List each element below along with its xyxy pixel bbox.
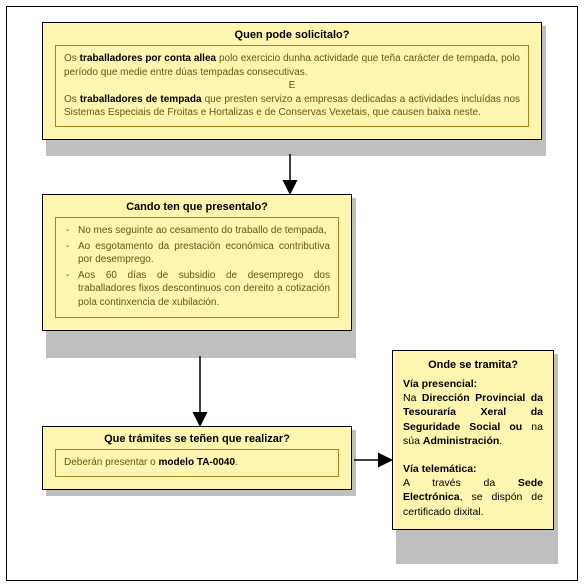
box-who-title: Quen pode solicitalo? (43, 23, 541, 45)
when-list: No mes seguinte ao cesamento do traballo… (64, 224, 330, 309)
list-item: No mes seguinte ao cesamento do traballo… (64, 224, 330, 238)
t: Administración (423, 435, 499, 447)
t: Os (64, 94, 80, 105)
t: Os (64, 53, 80, 64)
box-where-title: Onde se tramita? (403, 359, 543, 377)
t: Na (403, 392, 422, 404)
t: . (235, 457, 238, 468)
box-when-body: No mes seguinte ao cesamento do traballo… (55, 217, 339, 318)
box-where-body: Vía presencial: Na Dirección Provincial … (403, 377, 543, 519)
t: traballadores de tempada (80, 94, 202, 105)
list-item: Ao esgotamento da prestación económica c… (64, 240, 330, 267)
box-when: Cando ten que presentalo? No mes seguint… (42, 194, 352, 331)
t: Vía presencial: (403, 378, 477, 390)
box-who: Quen pode solicitalo? Os traballadores p… (42, 22, 542, 140)
t: . (499, 435, 502, 447)
t: Deberán presentar o (64, 457, 159, 468)
list-item: Aos 60 días de subsidio de desemprego do… (64, 269, 330, 310)
box-steps: Que trámites se teñen que realizar? Debe… (42, 426, 352, 490)
box-where: Onde se tramita? Vía presencial: Na Dire… (392, 350, 554, 530)
t: Vía telemática: (403, 463, 477, 475)
sep: E (64, 79, 520, 93)
t: traballadores por conta allea (80, 53, 216, 64)
box-steps-title: Que trámites se teñen que realizar? (43, 427, 351, 449)
box-when-title: Cando ten que presentalo? (43, 195, 351, 217)
t: A través da (403, 477, 518, 489)
box-who-body: Os traballadores por conta allea polo ex… (55, 45, 529, 127)
box-steps-body: Deberán presentar o modelo TA-0040. (55, 449, 339, 477)
t: modelo TA-0040 (159, 457, 236, 468)
